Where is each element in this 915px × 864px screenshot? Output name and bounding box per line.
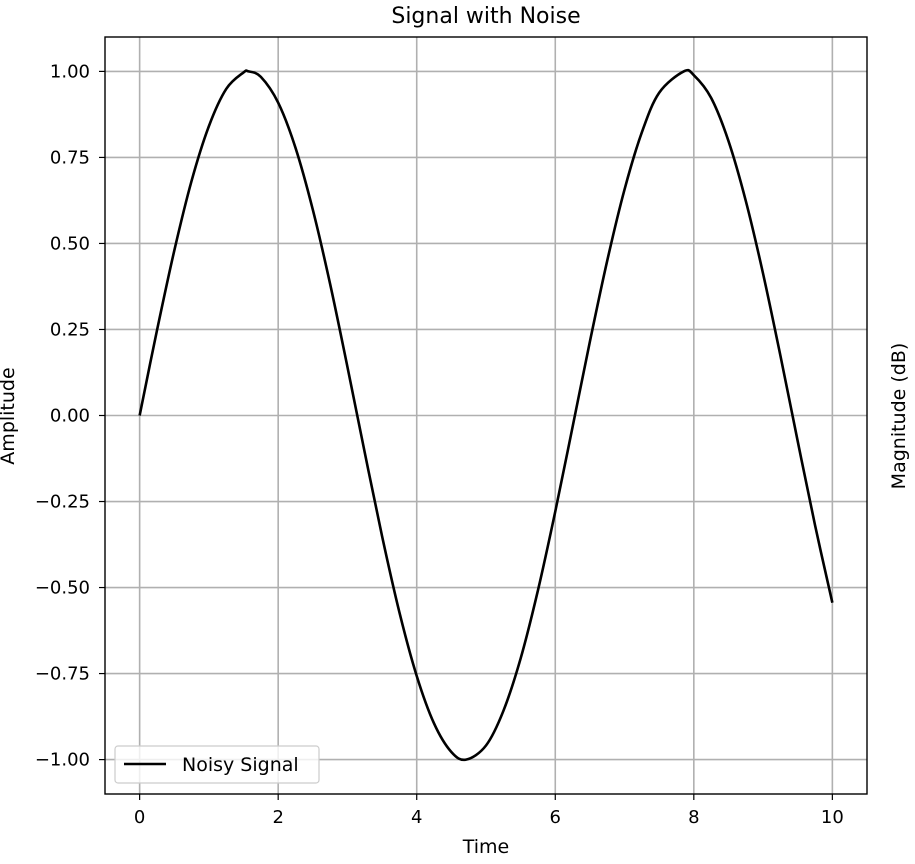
series-line-noisy-signal	[138, 68, 834, 762]
y-tick-label: −0.75	[35, 664, 90, 685]
y-axis-ticks: 1.00 0.75 0.50 0.25 0.00 −0.25 −0.50 −0.75 −1.00	[35, 61, 105, 771]
y-tick-label: −0.50	[35, 578, 90, 599]
y-tick-label: −0.25	[35, 492, 90, 513]
x-tick-label: 4	[411, 807, 422, 828]
x-tick-label: 8	[688, 807, 699, 828]
y-tick-label: 0.50	[50, 233, 90, 254]
x-axis-label: Time	[462, 836, 510, 858]
legend-label: Noisy Signal	[182, 754, 299, 776]
chart-title: Signal with Noise	[391, 4, 580, 29]
y-tick-label: −1.00	[35, 750, 90, 771]
y-tick-label: 1.00	[50, 61, 90, 82]
x-tick-label: 2	[272, 807, 283, 828]
legend-box	[114, 745, 320, 784]
y-gridlines	[105, 70, 867, 761]
legend: Noisy Signal	[114, 745, 320, 784]
y-tick-label: 0.75	[50, 147, 90, 168]
y-axis-label: Amplitude	[0, 367, 19, 464]
x-tick-label: 6	[550, 807, 561, 828]
y-tick-label: 0.00	[50, 406, 90, 427]
y-tick-label: 0.25	[50, 319, 90, 340]
y-axis-label-right: Magnitude (dB)	[888, 343, 910, 490]
x-axis-ticks: 0 2 4 6 8 10	[134, 794, 844, 828]
x-tick-label: 0	[134, 807, 145, 828]
series-layer	[138, 68, 834, 762]
x-tick-label: 10	[821, 807, 844, 828]
